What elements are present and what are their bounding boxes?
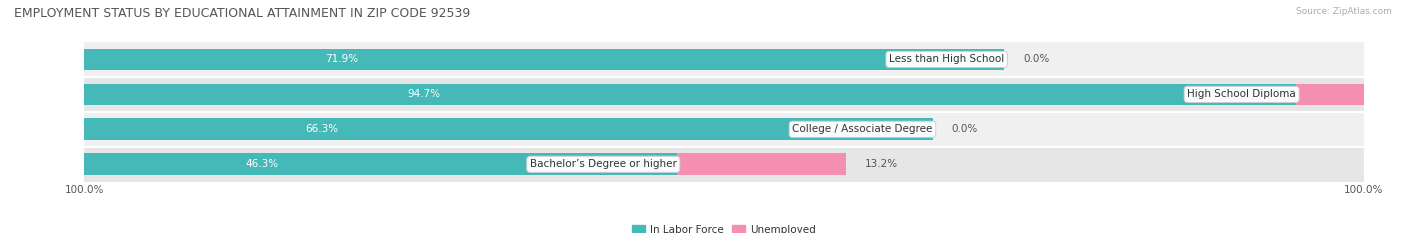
Text: EMPLOYMENT STATUS BY EDUCATIONAL ATTAINMENT IN ZIP CODE 92539: EMPLOYMENT STATUS BY EDUCATIONAL ATTAINM… bbox=[14, 7, 471, 20]
Bar bbox=[84, 83, 1296, 105]
Text: 0.0%: 0.0% bbox=[1024, 55, 1050, 64]
Text: Bachelor’s Degree or higher: Bachelor’s Degree or higher bbox=[530, 159, 676, 169]
Text: 0.0%: 0.0% bbox=[952, 124, 979, 134]
Bar bbox=[84, 49, 1004, 70]
Bar bbox=[1296, 83, 1399, 105]
Bar bbox=[84, 77, 1364, 112]
Bar bbox=[84, 147, 1364, 182]
Text: 71.9%: 71.9% bbox=[325, 55, 359, 64]
Text: Source: ZipAtlas.com: Source: ZipAtlas.com bbox=[1296, 7, 1392, 16]
Bar bbox=[84, 118, 932, 140]
Bar bbox=[84, 153, 676, 175]
Text: High School Diploma: High School Diploma bbox=[1187, 89, 1296, 99]
Legend: In Labor Force, Unemployed: In Labor Force, Unemployed bbox=[628, 221, 820, 233]
Text: 66.3%: 66.3% bbox=[305, 124, 339, 134]
Text: Less than High School: Less than High School bbox=[889, 55, 1004, 64]
Text: 94.7%: 94.7% bbox=[408, 89, 440, 99]
Bar bbox=[84, 112, 1364, 147]
Bar bbox=[84, 42, 1364, 77]
Text: College / Associate Degree: College / Associate Degree bbox=[792, 124, 932, 134]
Text: 13.2%: 13.2% bbox=[865, 159, 898, 169]
Bar bbox=[676, 153, 845, 175]
Text: 46.3%: 46.3% bbox=[246, 159, 278, 169]
